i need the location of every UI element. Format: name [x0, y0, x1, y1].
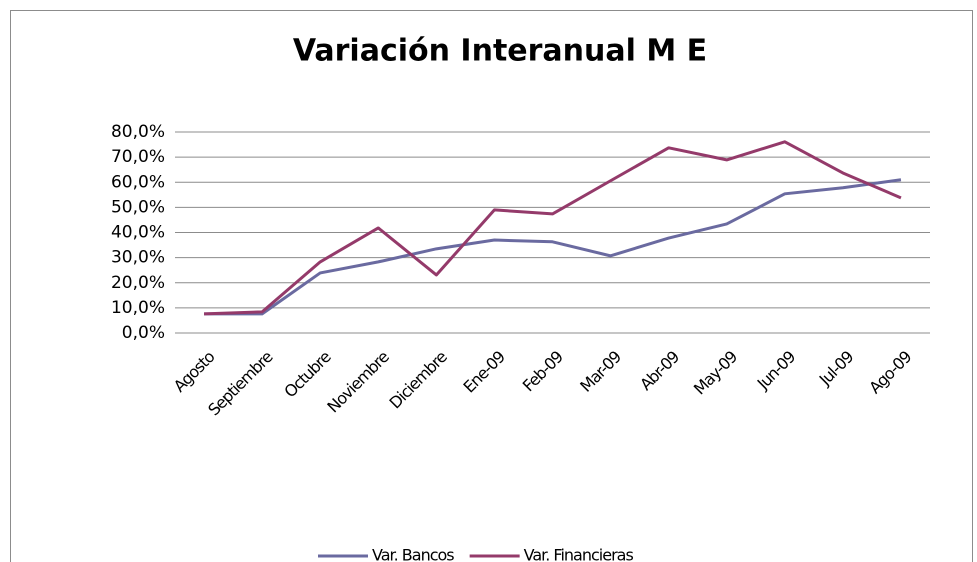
y-tick-label: 60,0% — [111, 172, 165, 192]
y-tick-label: 40,0% — [111, 223, 165, 243]
y-tick-label: 50,0% — [111, 197, 165, 217]
legend-label: Var. Financieras — [524, 546, 634, 562]
y-tick-label: 30,0% — [111, 248, 165, 268]
series-line — [203, 140, 902, 316]
chart-title: Variación Interanual M E — [293, 34, 707, 69]
y-tick-label: 20,0% — [111, 273, 165, 293]
chart-frame — [10, 10, 973, 562]
y-tick-label: 80,0% — [111, 122, 165, 142]
series-line — [204, 178, 902, 316]
y-tick-label: 10,0% — [111, 298, 165, 318]
y-tick-label: 70,0% — [111, 147, 165, 167]
y-tick-label: 0,0% — [122, 323, 165, 343]
legend-label: Var. Bancos — [372, 546, 454, 562]
